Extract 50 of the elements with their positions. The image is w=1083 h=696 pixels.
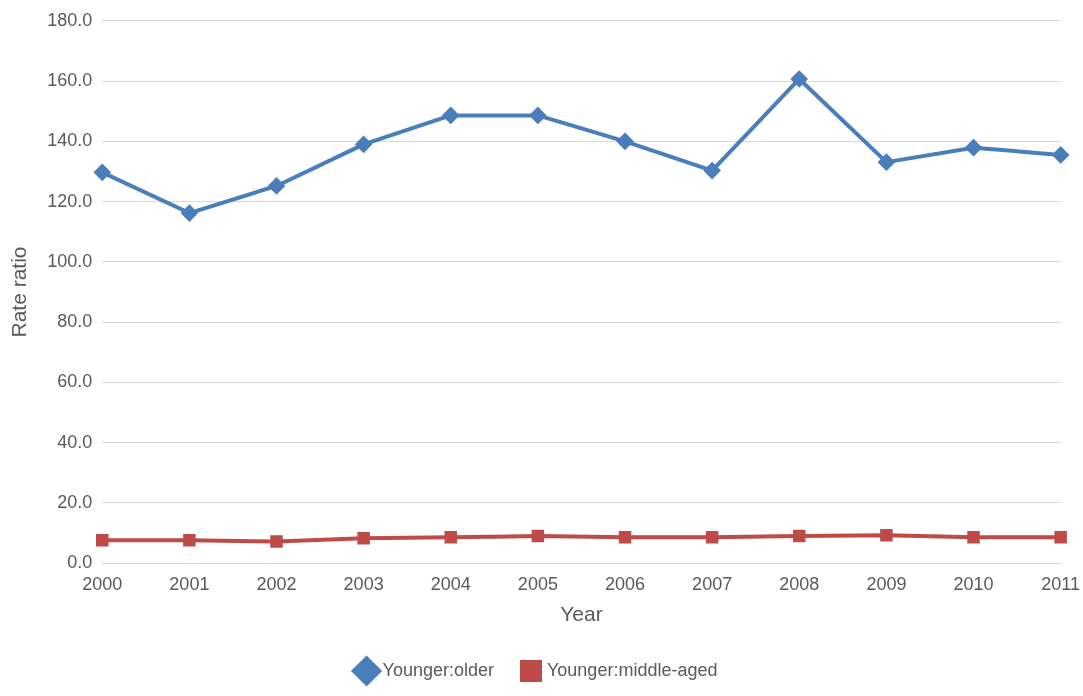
point [531,529,545,543]
point [444,531,457,544]
point [442,107,459,124]
y-tick-label: 0.0 [67,552,93,573]
point [183,534,196,547]
y-tick-label: 100.0 [47,250,93,271]
point [618,531,632,544]
point [793,529,806,543]
y-tick-label: 40.0 [57,431,93,452]
point [529,107,546,124]
point [878,154,895,171]
point [1054,531,1067,544]
y-tick-label: 80.0 [57,311,93,332]
legend-label: Younger:older [382,659,494,680]
y-tick-label: 120.0 [47,190,93,211]
x-tick-label: 2008 [779,573,820,594]
x-tick-label: 2010 [953,573,994,594]
y-tick-label: 160.0 [47,70,93,91]
point [704,162,721,179]
point [880,528,893,542]
x-tick-label: 2006 [604,573,646,594]
point [357,531,370,545]
point [94,164,111,181]
y-tick-label: 140.0 [47,130,93,151]
y-tick-label: 180.0 [47,9,93,30]
x-tick-label: 2001 [169,573,210,594]
point [617,133,634,150]
x-tick-label: 2003 [343,573,384,594]
point [1052,146,1069,163]
point [355,136,372,153]
point [181,205,198,222]
x-tick-label: 2011 [1041,573,1081,594]
x-tick-label: 2002 [256,573,297,594]
x-tick-label: 2007 [692,573,733,594]
x-axis-title: Year [560,602,603,626]
legend-label: Younger:middle-aged [546,659,718,680]
x-tick-label: 2004 [430,573,471,594]
y-tick-label: 60.0 [57,371,93,392]
point [705,531,719,544]
point [965,139,982,156]
point [268,177,285,194]
y-tick-label: 20.0 [57,491,93,512]
point [270,535,283,548]
x-tick-label: 2000 [82,573,123,594]
point [791,70,808,87]
point [967,531,980,544]
y-axis-title: Rate ratio [7,246,31,338]
x-tick-label: 2009 [866,573,907,594]
point [96,534,109,547]
x-tick-label: 2005 [517,573,558,594]
